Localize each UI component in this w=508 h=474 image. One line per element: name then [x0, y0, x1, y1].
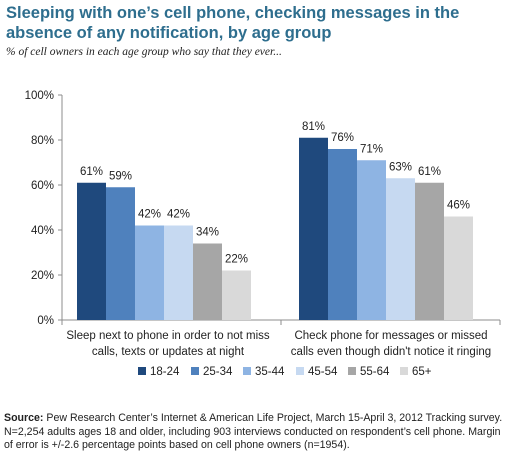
source-label: Source: [4, 412, 44, 424]
category-label: Sleep next to phone in order to not miss… [66, 330, 270, 358]
legend-label: 65+ [412, 366, 432, 378]
data-label: 61% [418, 166, 441, 178]
bar [106, 187, 135, 320]
source-text: Pew Research Center’s Internet & America… [4, 412, 503, 451]
bar [299, 137, 328, 320]
y-tick-label: 0% [37, 315, 54, 327]
legend-label: 25-34 [203, 366, 233, 378]
data-label: 34% [196, 227, 219, 239]
chart-title: Sleeping with one’s cell phone, checking… [6, 4, 460, 42]
data-label: 76% [331, 132, 354, 144]
y-tick-label: 80% [31, 135, 54, 147]
data-label: 59% [109, 170, 132, 182]
bar [77, 182, 106, 320]
data-label: 42% [138, 209, 161, 221]
data-label: 71% [360, 143, 383, 155]
legend-swatch [243, 367, 251, 375]
data-label: 22% [225, 254, 248, 266]
data-label: 46% [447, 200, 470, 212]
bar [135, 225, 164, 320]
legend-label: 55-64 [360, 366, 390, 378]
legend-label: 35-44 [255, 366, 285, 378]
bar-chart: 0% 20% 40% 60% 80% 100% 61% 59% 42% 42% 34% 22% 81% 7… [25, 90, 501, 378]
legend-swatch [348, 367, 356, 375]
data-label: 42% [167, 209, 190, 221]
bar [328, 149, 357, 320]
bar [415, 182, 444, 320]
legend-label: 18-24 [150, 366, 180, 378]
source-note: Source: Pew Research Center’s Internet &… [4, 412, 504, 453]
legend-swatch [138, 367, 146, 375]
legend-swatch [296, 367, 304, 375]
bar [357, 160, 386, 320]
bar [193, 243, 222, 320]
legend-swatch [400, 367, 408, 375]
bar [222, 270, 251, 320]
bar [164, 225, 193, 320]
y-tick-label: 100% [25, 90, 54, 102]
y-tick-label: 20% [31, 270, 54, 282]
category-label: Check phone for messages or missed calls… [290, 330, 492, 358]
data-label: 61% [80, 166, 103, 178]
bar [386, 178, 415, 320]
y-tick-label: 40% [31, 225, 54, 237]
chart-subtitle: % of cell owners in each age group who s… [6, 46, 282, 58]
legend-swatch [191, 367, 199, 375]
bar [444, 216, 473, 320]
legend-label: 45-54 [308, 366, 338, 378]
data-label: 81% [302, 121, 325, 133]
data-label: 63% [389, 161, 412, 173]
y-tick-label: 60% [31, 180, 54, 192]
